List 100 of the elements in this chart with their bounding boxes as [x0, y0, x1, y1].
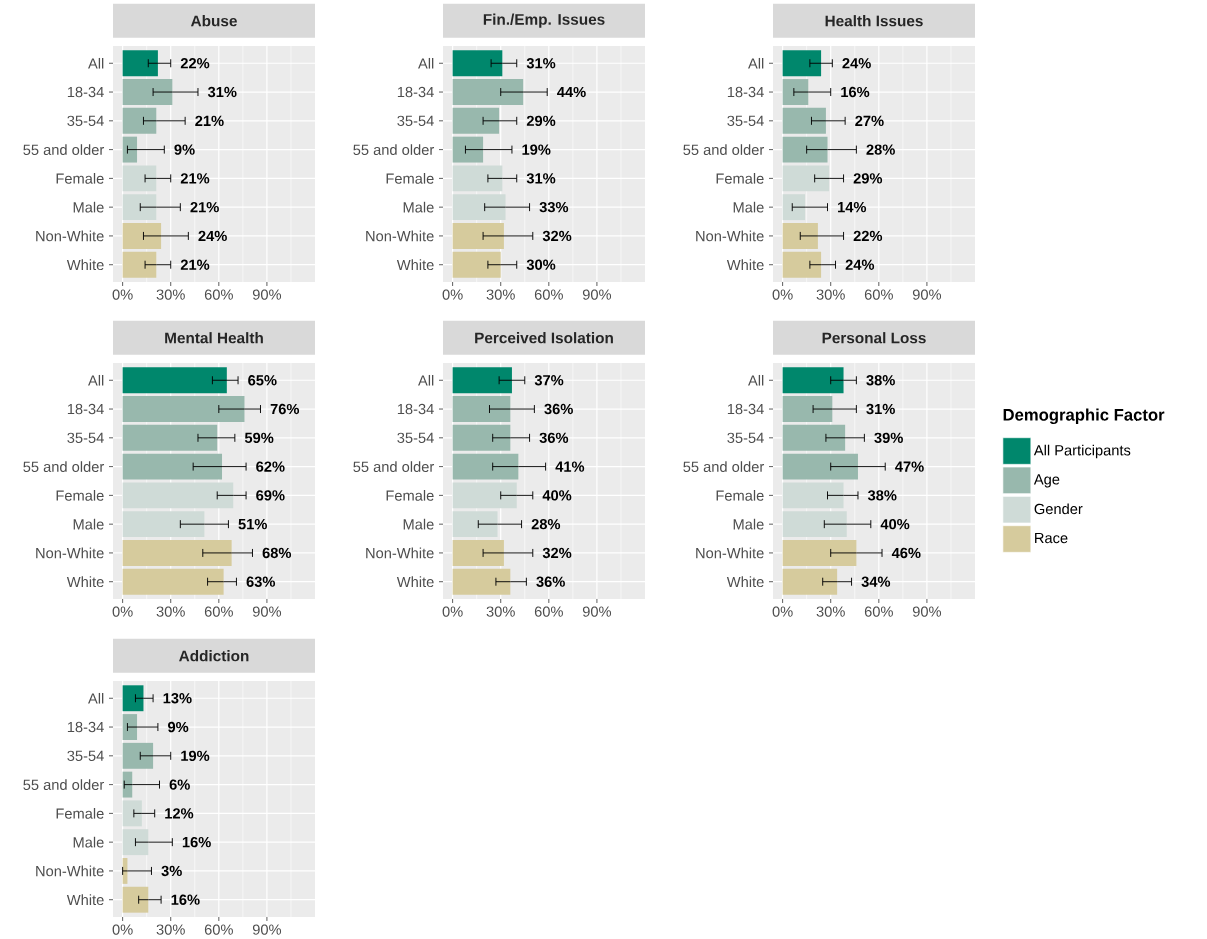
y-tick-label: 35-54	[727, 432, 764, 443]
legend-label: Race	[1035, 532, 1068, 544]
y-tick-label: Non-White	[36, 230, 104, 242]
bar	[782, 165, 830, 192]
chart-title: Addiction	[179, 650, 249, 662]
y-tick-label: 18-34	[67, 403, 104, 415]
y-tick-label: Non-White	[366, 547, 434, 559]
bar	[122, 165, 157, 192]
bar	[452, 568, 511, 595]
bar	[782, 194, 806, 221]
bar	[452, 194, 506, 221]
data-label: 21%	[195, 115, 224, 126]
x-tick-label: 90%	[582, 606, 612, 617]
bar	[122, 453, 223, 480]
x-tick-label: 30%	[486, 289, 515, 300]
y-tick-label: 35-54	[397, 115, 434, 126]
y-tick-label: 55 and older	[23, 779, 105, 790]
bar	[122, 395, 245, 422]
data-label: 9%	[174, 144, 195, 155]
data-label: 21%	[180, 259, 210, 270]
data-label: 33%	[539, 201, 569, 213]
x-tick-label: 30%	[156, 606, 185, 617]
data-label: 22%	[180, 58, 210, 69]
data-label: 37%	[534, 374, 564, 386]
x-tick-label: 60%	[204, 924, 233, 935]
bar	[452, 367, 512, 394]
bar	[782, 136, 828, 163]
y-tick-label: White	[66, 576, 104, 588]
x-tick-label: 90%	[912, 606, 942, 617]
y-tick-label: 55 and older	[23, 461, 105, 472]
y-tick-label: 35-54	[67, 115, 104, 126]
y-tick-label: Non-White	[36, 547, 104, 559]
y-tick-label: Male	[403, 518, 434, 530]
data-label: 21%	[190, 201, 219, 213]
bar	[122, 539, 232, 566]
y-tick-label: Female	[716, 489, 764, 501]
y-tick-label: White	[396, 259, 434, 271]
x-tick-label: 30%	[156, 924, 185, 935]
bar	[122, 771, 133, 798]
data-label: 19%	[181, 750, 210, 761]
x-tick-label: 90%	[252, 289, 282, 300]
data-label: 31%	[866, 403, 895, 415]
bar	[122, 107, 157, 134]
y-tick-label: Female	[56, 489, 104, 501]
bar	[452, 511, 498, 538]
chart-title: Fin./Emp. Issues	[483, 13, 605, 28]
bar	[122, 886, 149, 913]
chart-title: Mental Health	[165, 332, 263, 344]
x-tick-label: 60%	[534, 606, 563, 617]
data-label: 40%	[880, 518, 910, 530]
y-tick-label: Male	[73, 836, 104, 848]
bar	[452, 107, 500, 134]
chart-title: Perceived Isolation	[475, 332, 613, 344]
data-label: 9%	[168, 721, 189, 733]
y-tick-label: Male	[73, 518, 104, 530]
y-tick-label: 35-54	[727, 115, 764, 126]
bar	[122, 50, 158, 77]
data-label: 31%	[526, 173, 556, 184]
y-tick-label: Female	[386, 172, 434, 184]
data-label: 24%	[842, 58, 871, 69]
y-tick-label: 55 and older	[683, 144, 765, 155]
data-label: 65%	[248, 374, 277, 386]
chart-title: Health Issues	[825, 15, 923, 27]
bar	[782, 222, 818, 249]
data-label: 59%	[244, 432, 274, 443]
x-tick-label: 60%	[204, 289, 233, 300]
y-tick-label: Female	[56, 807, 104, 819]
y-tick-label: All	[88, 57, 104, 69]
y-tick-label: Non-White	[366, 230, 434, 242]
x-tick-label: 90%	[252, 606, 282, 617]
data-label: 21%	[180, 173, 210, 184]
data-label: 3%	[161, 865, 182, 877]
y-tick-label: 18-34	[397, 86, 434, 98]
data-label: 29%	[853, 173, 883, 184]
data-label: 13%	[163, 692, 192, 704]
legend-label: Age	[1033, 474, 1060, 488]
y-tick-label: All	[748, 374, 764, 386]
bar	[452, 482, 517, 509]
y-tick-label: 55 and older	[23, 144, 105, 155]
data-label: 16%	[171, 894, 200, 905]
data-label: 27%	[855, 115, 884, 126]
data-label: 6%	[169, 779, 190, 790]
data-label: 16%	[841, 86, 870, 98]
data-label: 38%	[867, 490, 897, 501]
y-tick-label: White	[726, 259, 764, 271]
x-tick-label: 90%	[912, 289, 942, 300]
y-tick-label: Female	[56, 172, 104, 184]
data-label: 36%	[539, 432, 569, 443]
x-tick-label: 0%	[772, 289, 793, 300]
bar	[782, 511, 847, 538]
y-tick-label: 55 and older	[353, 144, 435, 155]
bar	[782, 367, 844, 394]
y-tick-label: 18-34	[67, 86, 104, 98]
y-tick-label: All	[418, 374, 434, 386]
data-label: 24%	[845, 259, 875, 270]
data-label: 76%	[270, 403, 300, 415]
bar	[782, 453, 858, 480]
chart-title: Abuse	[190, 15, 237, 27]
data-label: 31%	[526, 57, 556, 69]
bar	[122, 742, 154, 769]
